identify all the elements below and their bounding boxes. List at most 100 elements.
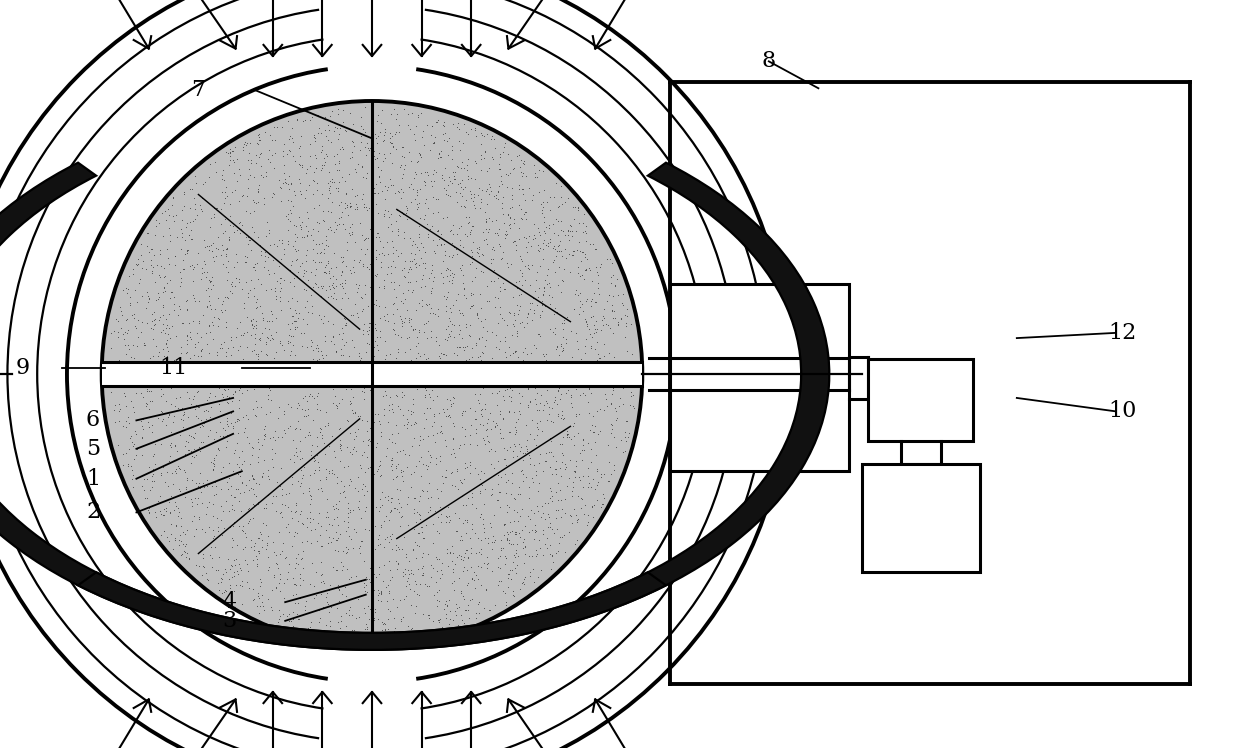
Point — [500, 218, 520, 230]
Point — [397, 461, 417, 473]
Point — [165, 532, 185, 544]
Point — [548, 410, 568, 422]
Point — [460, 459, 480, 471]
Point — [219, 391, 239, 403]
Point — [552, 345, 572, 357]
Point — [577, 364, 596, 376]
Point — [228, 384, 248, 396]
Point — [532, 198, 552, 210]
Point — [475, 398, 495, 410]
Point — [565, 538, 585, 550]
Point — [279, 133, 299, 145]
Point — [393, 566, 413, 578]
Point — [294, 518, 314, 530]
Point — [534, 399, 554, 411]
Point — [198, 439, 218, 451]
Point — [404, 355, 424, 367]
Point — [615, 426, 635, 438]
Point — [259, 384, 279, 396]
Point — [528, 244, 548, 256]
Point — [531, 512, 551, 524]
Point — [513, 536, 533, 548]
Point — [378, 580, 398, 592]
Point — [536, 455, 556, 467]
Point — [579, 381, 599, 393]
Point — [480, 212, 500, 224]
Point — [453, 307, 472, 319]
Point — [281, 512, 301, 524]
Point — [409, 434, 429, 446]
Point — [396, 589, 415, 601]
Point — [285, 314, 305, 326]
Point — [516, 171, 536, 183]
Point — [303, 440, 322, 452]
Point — [237, 139, 257, 151]
Point — [290, 480, 310, 492]
Point — [515, 573, 534, 585]
Point — [281, 355, 301, 367]
Point — [160, 507, 180, 519]
Point — [479, 538, 498, 550]
Point — [418, 169, 438, 181]
Point — [226, 248, 246, 260]
Point — [611, 434, 631, 446]
Point — [242, 153, 262, 165]
Point — [407, 184, 427, 196]
Point — [272, 272, 291, 283]
Point — [160, 506, 180, 518]
Point — [330, 487, 350, 499]
Point — [263, 490, 283, 502]
Point — [397, 417, 417, 429]
Point — [564, 362, 584, 374]
Point — [430, 613, 450, 625]
Point — [441, 399, 461, 411]
Point — [358, 142, 378, 154]
Point — [233, 525, 253, 537]
Point — [490, 485, 510, 497]
Point — [244, 344, 264, 356]
Point — [520, 395, 539, 407]
Point — [450, 586, 470, 598]
Point — [223, 554, 243, 566]
Point — [202, 379, 222, 391]
Point — [409, 147, 429, 159]
Point — [341, 201, 361, 213]
Point — [384, 188, 404, 200]
Point — [269, 400, 289, 412]
Point — [155, 327, 175, 339]
Point — [171, 272, 191, 284]
Point — [391, 381, 410, 393]
Point — [407, 352, 427, 364]
Point — [227, 539, 247, 551]
Point — [542, 495, 562, 507]
Point — [596, 295, 616, 307]
Point — [470, 418, 490, 430]
Point — [345, 406, 365, 418]
Point — [247, 477, 267, 489]
Point — [314, 381, 334, 393]
Point — [103, 363, 123, 375]
Point — [542, 550, 562, 562]
Point — [322, 292, 342, 304]
Point — [418, 609, 438, 621]
Point — [340, 107, 360, 119]
Point — [187, 337, 207, 349]
Point — [241, 284, 260, 296]
Point — [450, 262, 470, 274]
Point — [495, 283, 515, 295]
Point — [206, 449, 226, 461]
Point — [257, 166, 277, 178]
Point — [148, 287, 167, 299]
Point — [405, 323, 425, 335]
Text: 6: 6 — [86, 409, 100, 432]
Point — [238, 238, 258, 250]
Point — [413, 607, 433, 619]
Point — [485, 290, 505, 302]
Point — [466, 340, 486, 352]
Point — [397, 574, 417, 586]
Point — [577, 320, 596, 332]
Point — [379, 514, 399, 526]
Point — [340, 426, 360, 438]
Point — [392, 172, 412, 184]
Point — [212, 239, 232, 251]
